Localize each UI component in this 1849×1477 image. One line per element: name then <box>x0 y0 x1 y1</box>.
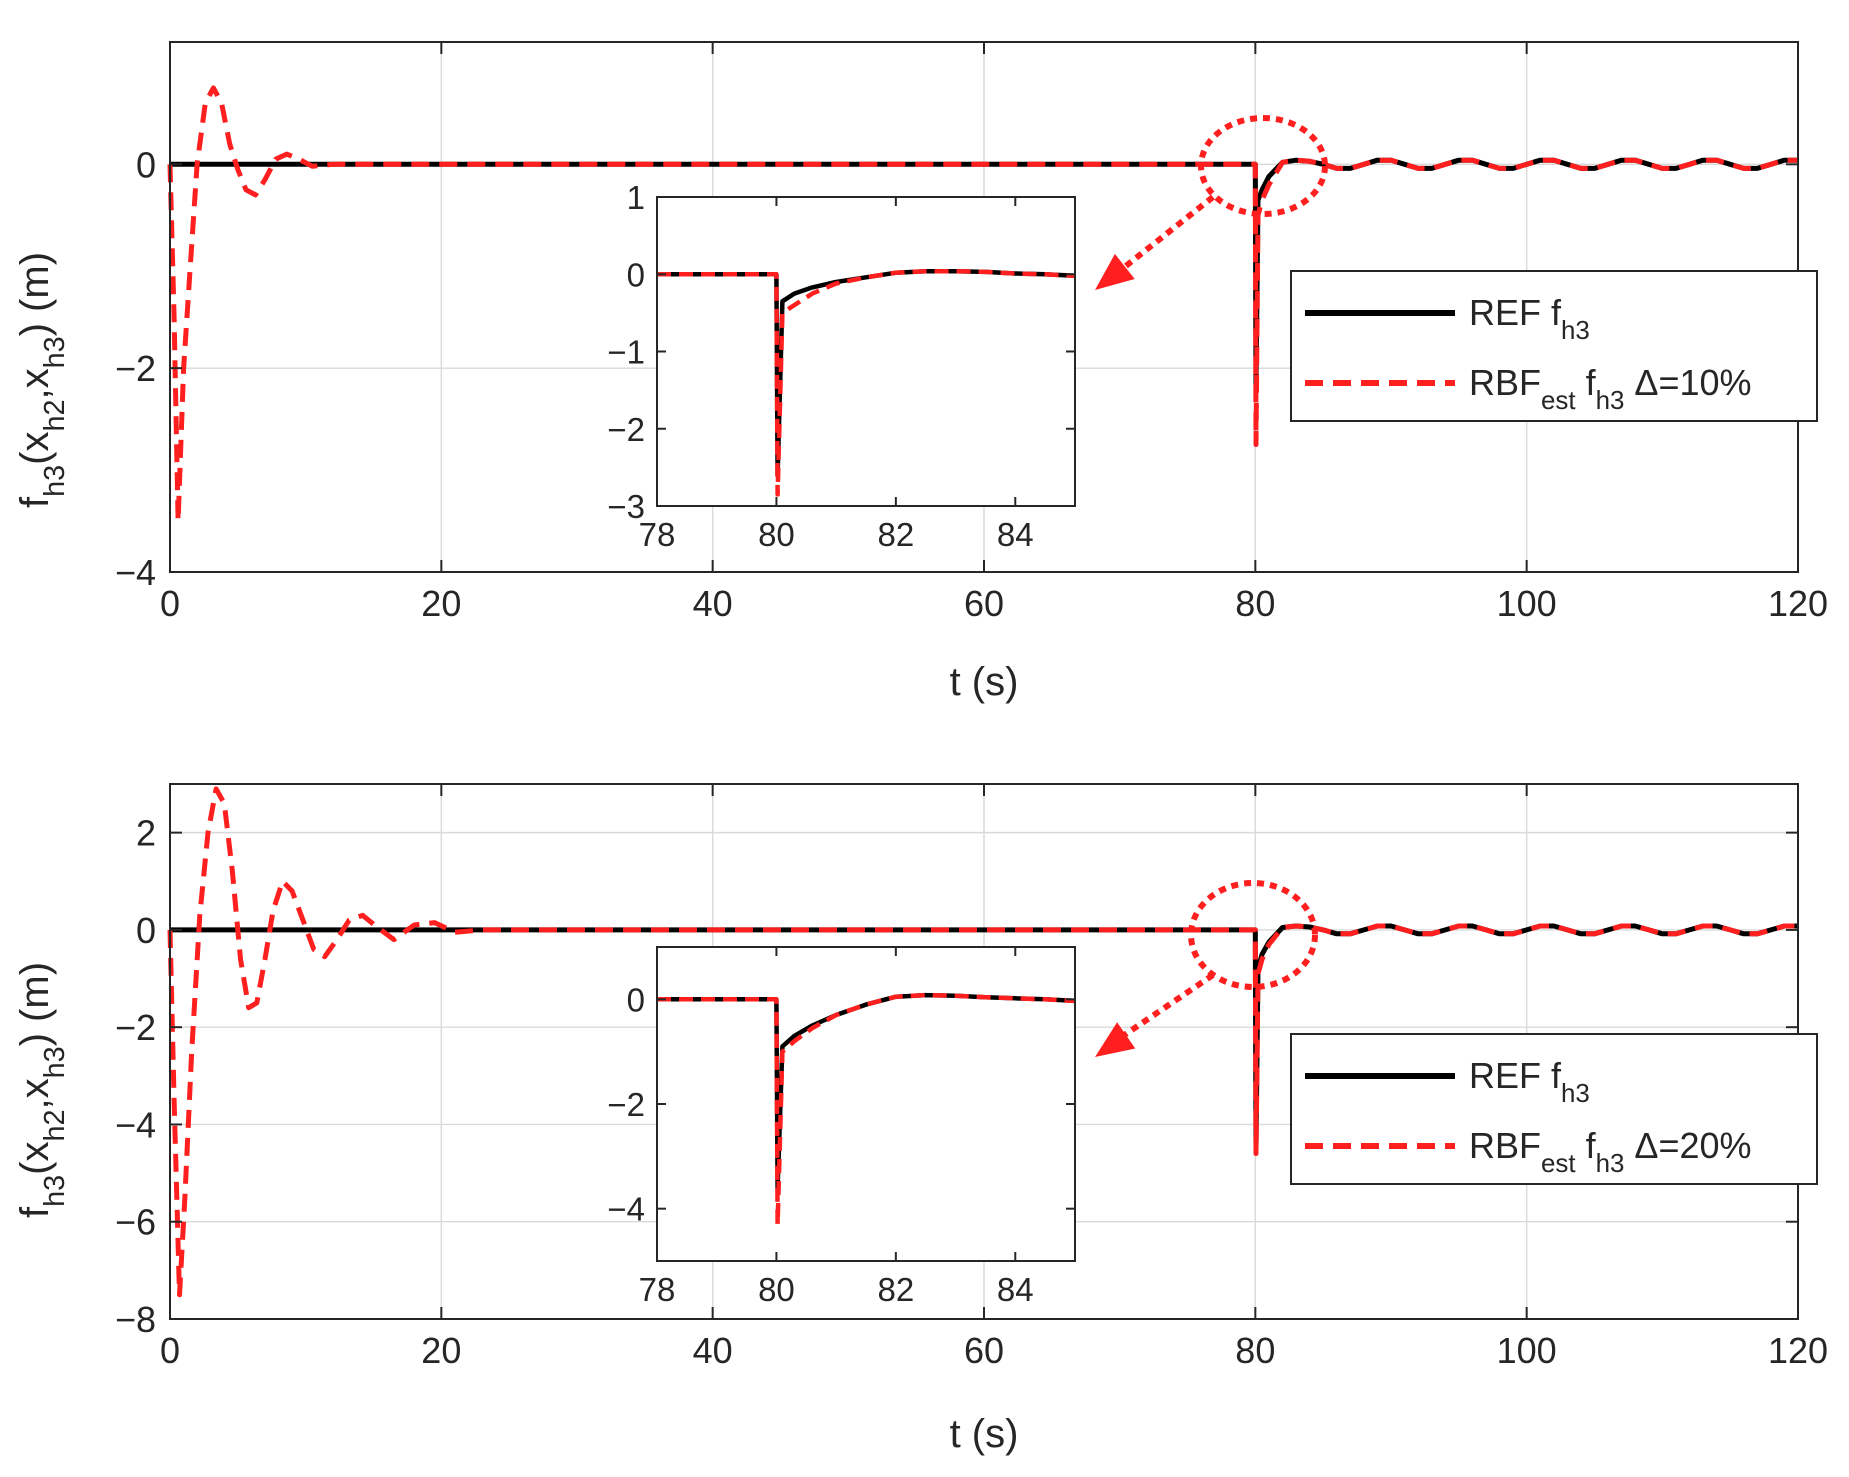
zoom-arrow-head <box>1095 253 1135 290</box>
x-tick-label: 120 <box>1768 1330 1828 1371</box>
zoom-arrow-line <box>1115 972 1215 1043</box>
y-tick-label: 2 <box>136 813 156 854</box>
legend-entry-label: REF fh3 <box>1469 1055 1590 1108</box>
x-tick-label: 80 <box>1235 1330 1275 1371</box>
inset-x-tick-label: 82 <box>877 1271 914 1308</box>
inset-x-tick-label: 84 <box>997 1271 1034 1308</box>
inset-y-tick-label: 0 <box>627 256 645 293</box>
y-axis-label: fh3(xh2,xh3) (m) <box>13 962 71 1218</box>
inset-rbf-estimate-series-line <box>657 992 1076 1227</box>
legend-entry-label: RBFest fh3 Δ=10% <box>1469 362 1752 415</box>
inset-x-tick-label: 78 <box>639 1271 676 1308</box>
y-tick-label: −2 <box>115 348 156 389</box>
legend-entry-label: REF fh3 <box>1469 292 1590 345</box>
inset-y-tick-label: 0 <box>627 981 645 1018</box>
inset-zoom-plot: 78 80 82 84 −4 −2 0 <box>607 946 1076 1308</box>
x-tick-label: 100 <box>1497 583 1557 624</box>
y-tick-label: −6 <box>115 1202 156 1243</box>
x-tick-label: 0 <box>160 1330 180 1371</box>
zoom-highlight-circle <box>1198 115 1328 217</box>
y-tick-label: −4 <box>115 1104 156 1145</box>
inset-y-tick-label: −1 <box>607 334 645 371</box>
x-tick-label: 20 <box>421 1330 461 1371</box>
legend-entry-label: RBFest fh3 Δ=20% <box>1469 1125 1752 1178</box>
legend-box <box>1290 1033 1818 1185</box>
inset-rbf-estimate-series-line <box>657 268 1076 497</box>
x-tick-label: 60 <box>964 1330 1004 1371</box>
inset-x-tick-label: 80 <box>758 1271 795 1308</box>
inset-x-tick-label: 82 <box>877 516 914 553</box>
rbf-estimate-series-line <box>167 786 1798 1298</box>
x-tick-label: 0 <box>160 583 180 624</box>
x-tick-label: 120 <box>1768 583 1828 624</box>
x-tick-label: 100 <box>1497 1330 1557 1371</box>
inset-x-tick-label: 80 <box>758 516 795 553</box>
legend: REF fh3 RBFest fh3 Δ=20% <box>1290 1033 1818 1185</box>
x-axis-label: t (s) <box>950 1412 1019 1456</box>
inset-zoom-plot: 78 80 82 84 −3 −2 −1 0 1 <box>607 179 1076 553</box>
y-tick-label: 0 <box>136 910 156 951</box>
y-tick-label: −4 <box>115 552 156 593</box>
legend-box <box>1290 270 1818 422</box>
inset-plot-area <box>657 197 1075 506</box>
inset-y-tick-label: −4 <box>607 1191 645 1228</box>
y-axis-label: fh3(xh2,xh3) (m) <box>13 252 71 508</box>
top-chart-panel: 0 20 40 60 80 100 120 −4 −2 0 t (s) fh3(xh2,xh3) (m… <box>13 41 1828 704</box>
inset-y-tick-label: 1 <box>627 179 645 216</box>
inset-y-tick-label: −2 <box>607 411 645 448</box>
y-tick-label: 0 <box>136 144 156 185</box>
x-tick-label: 40 <box>693 583 733 624</box>
inset-y-tick-label: −2 <box>607 1086 645 1123</box>
x-tick-label: 40 <box>693 1330 733 1371</box>
y-tick-label: −2 <box>115 1007 156 1048</box>
x-tick-label: 20 <box>421 583 461 624</box>
inset-x-tick-label: 84 <box>997 516 1034 553</box>
inset-plot-area <box>657 947 1075 1261</box>
zoom-arrow-head <box>1095 1022 1136 1057</box>
inset-x-tick-label: 78 <box>639 516 676 553</box>
x-axis-label: t (s) <box>950 660 1019 704</box>
rbf-estimate-series-line <box>167 85 1798 524</box>
y-tick-label: −8 <box>115 1299 156 1340</box>
zoom-highlight-circle <box>1188 880 1318 990</box>
x-tick-label: 60 <box>964 583 1004 624</box>
legend: REF fh3 RBFest fh3 Δ=10% <box>1290 270 1818 422</box>
inset-y-tick-label: −3 <box>607 488 645 525</box>
x-tick-label: 80 <box>1235 583 1275 624</box>
bottom-chart-panel: 0 20 40 60 80 100 120 −8 −6 −4 −2 0 2 t (s) fh3(xh2,xh… <box>13 783 1828 1456</box>
